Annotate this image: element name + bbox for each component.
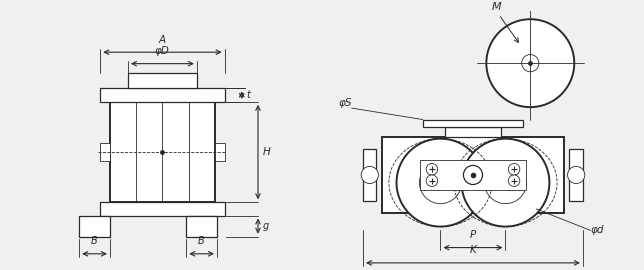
Text: K: K [469,245,477,255]
Bar [79,215,110,237]
Bar [445,127,500,137]
Text: φS: φS [338,98,352,108]
Circle shape [361,166,379,184]
Circle shape [508,164,520,175]
Text: H: H [263,147,270,157]
Circle shape [397,139,484,227]
Text: M: M [492,2,502,12]
Bar [100,202,225,215]
Bar [186,215,217,237]
Circle shape [426,175,438,187]
Bar [100,89,225,102]
Bar [128,73,197,89]
Text: φd: φd [591,225,604,235]
Text: φD: φD [155,46,170,56]
Bar [363,149,377,201]
Circle shape [484,161,527,204]
Bar [100,143,110,161]
Bar [421,160,526,190]
Circle shape [464,166,482,184]
Circle shape [486,19,574,107]
Circle shape [462,139,549,227]
Bar [423,120,523,127]
Text: A: A [159,35,166,45]
Text: P: P [470,230,476,240]
Circle shape [426,164,438,175]
Text: t: t [247,90,251,100]
Bar [110,102,215,202]
Text: B: B [91,236,98,246]
Bar [215,143,225,161]
Circle shape [508,175,520,187]
Text: B: B [198,236,205,246]
Bar [569,149,583,201]
Circle shape [567,166,585,184]
Text: g: g [263,221,269,231]
Bar [382,137,564,213]
Circle shape [522,55,539,72]
Circle shape [419,161,462,204]
